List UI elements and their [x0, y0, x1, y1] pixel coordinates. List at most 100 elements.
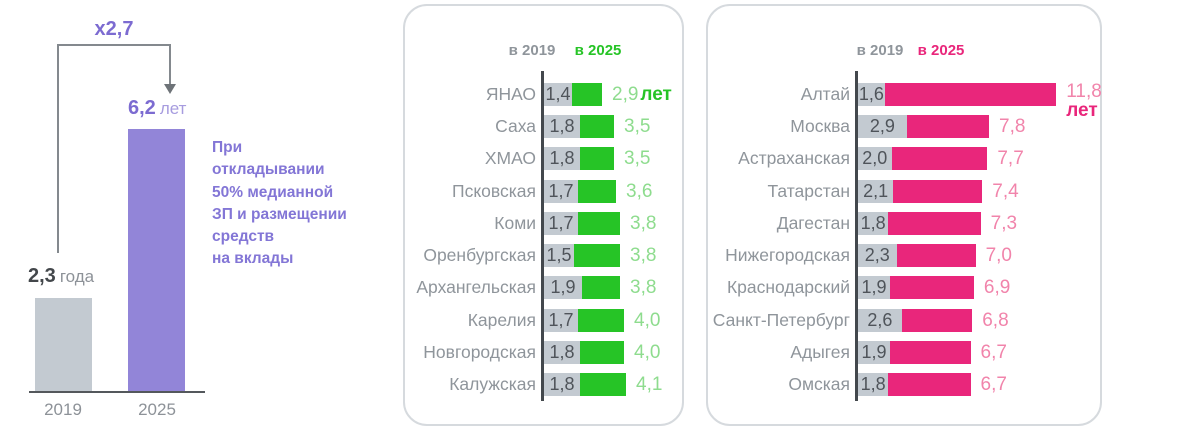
- green-regions-card: в 2019 в 2025 ЯНАО 1,4 2,9 лет Саха 1,8 3,5 ХМА…: [403, 4, 684, 426]
- value-label: 3,5: [624, 115, 651, 137]
- bar-2025-segment: [889, 341, 971, 365]
- bar-2025-segment: [582, 276, 620, 300]
- value-label: 3,6: [626, 180, 653, 202]
- bar-2019-segment: 1,5: [544, 244, 574, 268]
- bar-2019-segment: 1,7: [544, 308, 578, 332]
- region-label: Карелия: [467, 309, 536, 330]
- chart-row: Москва 2,9 7,8: [708, 110, 1100, 142]
- bracket-left-line: [57, 44, 59, 253]
- value-label: 3,8: [630, 277, 657, 299]
- bar-2025-segment: [891, 147, 988, 171]
- chart-row: Краснодарский 1,9 6,9: [708, 272, 1100, 304]
- chart-row: Адыгея 1,9 6,7: [708, 336, 1100, 368]
- bar-2025-segment: [578, 179, 616, 203]
- chart-row: Алтай 1,6 11,8 лет: [708, 78, 1102, 120]
- chart-row: Дагестан 1,8 7,3: [708, 207, 1100, 239]
- region-label: Нижегородская: [725, 245, 850, 266]
- region-label: Омская: [788, 374, 850, 395]
- region-label: Санкт-Петербург: [712, 309, 850, 330]
- chart-row: Калужская 1,8 4,1: [405, 369, 682, 401]
- value-label: 11,8 лет: [1066, 81, 1102, 122]
- value-unit-label: лет: [1066, 100, 1098, 122]
- chart-row: Санкт-Петербург 2,6 6,8: [708, 304, 1100, 336]
- value-2019-unit: года: [59, 267, 95, 286]
- value-label: 4,0: [634, 309, 661, 331]
- chart-row: Архангельская 1,9 3,8: [405, 272, 682, 304]
- legend-2025: в 2025: [917, 42, 965, 59]
- value-label: 7,3: [990, 212, 1018, 234]
- bar-2025-segment: [574, 244, 620, 268]
- region-label: Адыгея: [790, 342, 850, 363]
- bracket-right-line: [169, 44, 171, 85]
- value-label: 7,0: [985, 245, 1012, 267]
- chart-row: Новгородская 1,8 4,0: [405, 336, 682, 368]
- legend-2019: в 2019: [508, 42, 556, 59]
- legend-2025: в 2025: [574, 42, 622, 59]
- value-label: 6,7: [980, 374, 1007, 396]
- axis-label-2019: 2019: [44, 400, 82, 419]
- bar-2025-segment: [906, 114, 990, 138]
- region-label: Саха: [495, 115, 536, 136]
- region-label: Дагестан: [776, 212, 850, 233]
- bar-2025-segment: [888, 211, 981, 235]
- value-label: 4,1: [636, 374, 663, 396]
- chart-row: ЯНАО 1,4 2,9 лет: [405, 78, 682, 110]
- bar-2025-segment: [884, 82, 1057, 106]
- bar-2025-segment: [580, 373, 626, 397]
- bar-2025-segment: [578, 308, 624, 332]
- bar-2025-segment: [901, 308, 973, 332]
- value-label: 3,8: [630, 212, 657, 234]
- region-label: Коми: [494, 212, 536, 233]
- region-label: Оренбургская: [423, 245, 536, 266]
- value-2019: 2,3 года: [28, 265, 94, 288]
- bar-2019-segment: 1,9: [858, 341, 890, 365]
- bar-2019-segment: 1,9: [858, 276, 890, 300]
- axis-label-2025: 2025: [138, 400, 176, 419]
- pink-bar-rows: Алтай 1,6 11,8 лет Москва 2,9 7,8 Астраханская 2…: [708, 71, 1102, 401]
- bar-2019-segment: 1,9: [544, 276, 582, 300]
- bar-2019-segment: 2,6: [858, 308, 902, 332]
- bar-2019-segment: 2,1: [858, 179, 894, 203]
- value-label: 7,8: [999, 115, 1026, 137]
- bar-2025-segment: [578, 211, 620, 235]
- bar-2025-segment: [889, 276, 974, 300]
- bar-2019-segment: 2,0: [858, 147, 892, 171]
- region-label: Калужская: [449, 374, 536, 395]
- bar-2025-segment: [580, 114, 614, 138]
- region-label: Псковская: [451, 180, 536, 201]
- chart-row: Коми 1,7 3,8: [405, 207, 682, 239]
- x-axis-line: [29, 391, 205, 393]
- region-label: ЯНАО: [485, 83, 536, 104]
- region-label: Татарстан: [767, 180, 850, 201]
- region-label: Астраханская: [738, 148, 850, 169]
- bar-2019-segment: 1,8: [544, 114, 580, 138]
- bar-2019-gray: [35, 298, 92, 392]
- region-label: Краснодарский: [726, 277, 850, 298]
- chart-row: Омская 1,8 6,7: [708, 369, 1100, 401]
- value-2025-number: 6,2: [128, 97, 156, 119]
- value-label: 3,5: [624, 148, 651, 170]
- bar-2025-segment: [580, 341, 624, 365]
- chart-row: Татарстан 2,1 7,4: [708, 175, 1100, 207]
- value-label: 7,7: [997, 148, 1024, 170]
- value-2025-unit: лет: [159, 99, 187, 118]
- bracket-horizontal-line: [57, 44, 171, 46]
- pink-regions-card: в 2019 в 2025 Алтай 1,6 11,8 лет Москва 2,9 7,…: [706, 4, 1102, 426]
- chart-row: Карелия 1,7 4,0: [405, 304, 682, 336]
- chart-row: Саха 1,8 3,5: [405, 110, 682, 142]
- chart-row: Псковская 1,7 3,6: [405, 175, 682, 207]
- chart-row: Нижегородская 2,3 7,0: [708, 239, 1100, 271]
- green-bar-rows: ЯНАО 1,4 2,9 лет Саха 1,8 3,5 ХМАО 1,8 3,5 Псковск…: [405, 71, 682, 401]
- legend-2019: в 2019: [856, 42, 904, 59]
- bar-2019-segment: 2,3: [858, 244, 897, 268]
- value-label: 3,8: [630, 245, 657, 267]
- region-label: ХМАО: [484, 148, 536, 169]
- bar-2019-segment: 1,7: [544, 211, 578, 235]
- bar-2019-segment: 2,9: [858, 114, 907, 138]
- bar-2025-segment: [572, 82, 602, 106]
- value-label: 6,8: [982, 309, 1009, 331]
- bar-2019-segment: 1,4: [544, 82, 572, 106]
- annotation-text: При откладывании 50% медианной ЗП и разм…: [212, 139, 347, 268]
- chart-row: Астраханская 2,0 7,7: [708, 143, 1100, 175]
